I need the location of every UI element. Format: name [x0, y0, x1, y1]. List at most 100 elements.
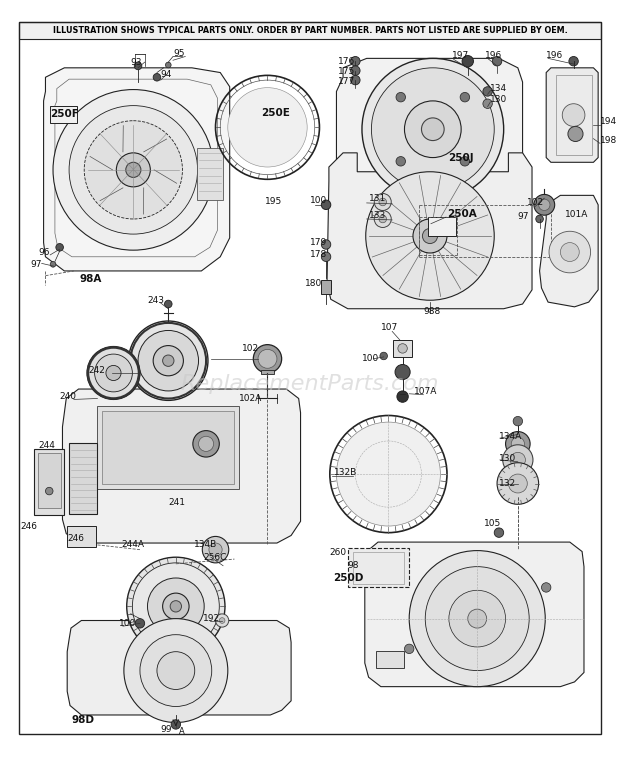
Circle shape [512, 438, 525, 450]
Circle shape [379, 198, 386, 206]
Circle shape [148, 578, 204, 634]
Circle shape [117, 153, 150, 187]
Bar [67, 526, 95, 547]
Circle shape [140, 634, 212, 706]
Text: 177: 177 [339, 77, 356, 86]
Circle shape [483, 87, 492, 96]
Bar [38, 453, 61, 508]
Circle shape [534, 195, 555, 215]
Circle shape [95, 354, 133, 392]
Text: 246: 246 [20, 522, 37, 531]
Text: 260: 260 [329, 548, 346, 557]
Circle shape [560, 242, 579, 261]
Text: 250D: 250D [333, 573, 363, 583]
Text: ReplacementParts.com: ReplacementParts.com [181, 374, 439, 394]
Circle shape [404, 644, 414, 653]
Circle shape [133, 563, 219, 650]
Circle shape [409, 550, 545, 687]
Circle shape [549, 232, 591, 273]
Bar [197, 148, 223, 200]
Circle shape [366, 172, 494, 301]
Bar [50, 106, 77, 123]
Bar [376, 651, 404, 668]
Circle shape [374, 210, 391, 228]
Circle shape [371, 68, 494, 191]
Circle shape [135, 62, 142, 70]
Text: 244: 244 [38, 441, 55, 450]
Circle shape [170, 600, 182, 612]
Circle shape [216, 614, 229, 627]
Circle shape [162, 593, 189, 619]
Circle shape [494, 528, 503, 537]
Text: 196: 196 [546, 51, 564, 60]
Text: 100: 100 [119, 618, 136, 628]
Text: 130: 130 [490, 95, 507, 104]
Circle shape [422, 118, 444, 141]
Circle shape [513, 416, 523, 426]
Bar [102, 411, 234, 484]
Circle shape [254, 344, 281, 373]
Text: 196: 196 [485, 51, 502, 60]
Text: 94: 94 [161, 70, 172, 79]
Circle shape [510, 453, 525, 468]
Polygon shape [67, 621, 291, 715]
Text: 250J: 250J [448, 153, 474, 163]
Circle shape [162, 355, 174, 366]
Circle shape [460, 157, 469, 166]
Bar [428, 217, 456, 236]
Circle shape [492, 57, 502, 66]
Bar [19, 23, 601, 39]
Circle shape [193, 431, 219, 457]
Circle shape [397, 391, 408, 402]
Circle shape [106, 366, 121, 381]
Circle shape [135, 618, 144, 628]
Bar [393, 340, 412, 357]
Text: 131: 131 [368, 194, 386, 203]
Circle shape [198, 436, 214, 451]
Circle shape [539, 199, 550, 210]
Circle shape [53, 89, 214, 250]
Text: 102: 102 [242, 344, 259, 353]
Text: 95: 95 [173, 49, 185, 58]
Circle shape [209, 543, 222, 556]
Circle shape [460, 92, 469, 102]
Text: 175: 175 [339, 67, 356, 76]
Text: 96: 96 [38, 248, 50, 257]
Circle shape [395, 364, 410, 379]
Text: 246: 246 [67, 534, 84, 543]
Text: 100: 100 [310, 195, 327, 204]
Text: 243: 243 [148, 296, 164, 305]
Circle shape [379, 215, 386, 223]
Circle shape [45, 488, 53, 495]
Bar [261, 370, 274, 374]
Text: A: A [179, 727, 184, 736]
Circle shape [56, 244, 63, 251]
Polygon shape [365, 542, 584, 687]
Text: 250A: 250A [447, 209, 477, 220]
Circle shape [398, 344, 407, 353]
Bar [321, 280, 331, 294]
Circle shape [128, 321, 208, 400]
Text: 130: 130 [499, 453, 516, 463]
Circle shape [467, 609, 487, 628]
Text: 133: 133 [368, 210, 386, 220]
Text: 132B: 132B [334, 468, 357, 477]
Circle shape [69, 106, 198, 234]
Polygon shape [63, 389, 301, 543]
Polygon shape [337, 58, 523, 205]
Circle shape [138, 331, 198, 391]
Circle shape [508, 474, 527, 493]
Circle shape [462, 55, 474, 67]
Circle shape [413, 219, 447, 253]
Text: 179: 179 [310, 238, 327, 247]
Text: ILLUSTRATION SHOWS TYPICAL PARTS ONLY. ORDER BY PART NUMBER. PARTS NOT LISTED AR: ILLUSTRATION SHOWS TYPICAL PARTS ONLY. O… [53, 26, 567, 36]
Text: 105: 105 [484, 519, 501, 528]
Text: 100: 100 [362, 354, 379, 363]
Text: 93: 93 [130, 58, 142, 67]
Text: 98D: 98D [72, 715, 95, 724]
Circle shape [536, 215, 543, 223]
Text: 98: 98 [348, 561, 360, 570]
Text: 98A: 98A [79, 273, 102, 284]
Text: 134A: 134A [499, 431, 522, 441]
Text: 101A: 101A [565, 210, 588, 219]
